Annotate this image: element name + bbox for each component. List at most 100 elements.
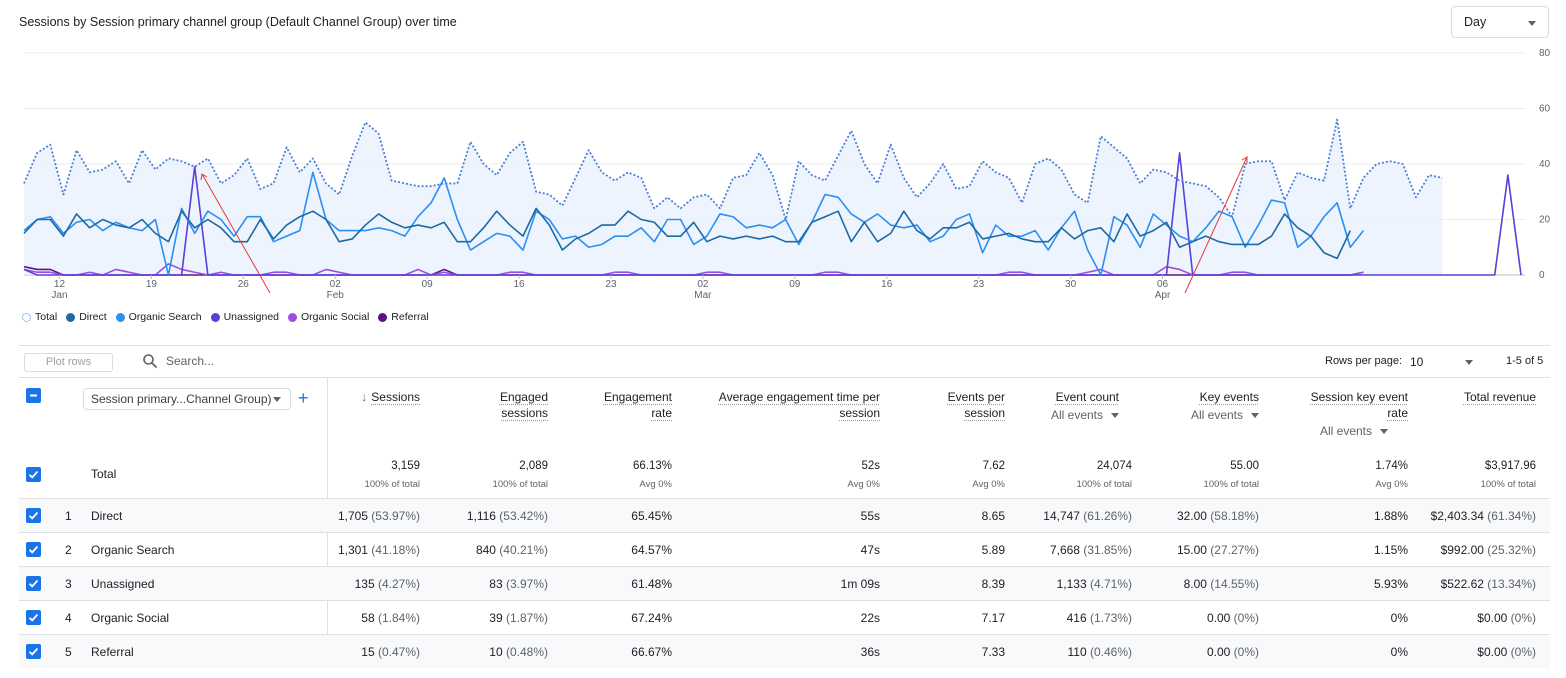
caret-down-icon <box>1111 412 1119 418</box>
granularity-value: Day <box>1464 15 1487 29</box>
legend-item-referral[interactable]: Referral <box>378 311 429 323</box>
header-key-events[interactable]: Key events All events <box>1190 390 1259 423</box>
legend-label: Total <box>35 311 58 323</box>
cell-keyevents: 0.00 (0%) <box>1206 611 1259 625</box>
cell-keyevents: 15.00 (27.27%) <box>1176 543 1259 557</box>
cell-engaged: 10 (0.48%) <box>489 645 548 659</box>
row-checkbox[interactable] <box>26 508 41 523</box>
table-row: 2 Organic Search 1,301 (41.18%) 840 (40.21%… <box>19 532 1550 566</box>
add-dimension-icon[interactable]: + <box>298 388 309 408</box>
legend-item-organic-search[interactable]: Organic Search <box>115 311 202 323</box>
x-tick-label: 09 <box>422 279 434 290</box>
cell-engrate: 67.24% <box>631 611 672 625</box>
cell-engaged: 83 (3.97%) <box>489 577 548 591</box>
series-lines <box>23 118 1522 276</box>
cell-eventcount: 1,133 (4.71%) <box>1056 577 1132 591</box>
legend-label: Organic Search <box>128 311 202 323</box>
header-sessions[interactable]: ↓ Sessions <box>361 390 420 404</box>
row-checkbox[interactable] <box>26 644 41 659</box>
legend-label: Unassigned <box>223 311 280 323</box>
cell-engrate: 61.48% <box>631 577 672 591</box>
x-tick-label: 09 <box>789 279 801 290</box>
total-avgtime-subtext: Avg 0% <box>847 479 880 490</box>
row-checkbox[interactable] <box>26 610 41 625</box>
check-icon <box>28 545 39 554</box>
cell-revenue: $2,403.34 (61.34%) <box>1430 509 1536 523</box>
key-event-rate-filter[interactable]: All events <box>1320 423 1388 439</box>
cell-revenue: $522.62 (13.34%) <box>1440 577 1536 591</box>
cell-sessions: 135 (4.27%) <box>354 577 420 591</box>
y-tick-label: 80 <box>1539 48 1551 59</box>
rows-per-page-value: 10 <box>1410 355 1424 369</box>
legend-item-organic-social[interactable]: Organic Social <box>288 311 369 323</box>
row-number: 4 <box>65 611 72 625</box>
check-icon <box>28 647 39 656</box>
total-checkbox[interactable] <box>26 467 41 482</box>
total-engrate-subtext: Avg 0% <box>639 479 672 490</box>
minus-icon <box>30 394 37 397</box>
header-engagement-rate[interactable]: Engagement rate <box>603 390 672 420</box>
total-revenue-value: $3,917.96 <box>1484 460 1536 472</box>
header-total-revenue[interactable]: Total revenue <box>1463 390 1536 404</box>
event-count-filter[interactable]: All events <box>1051 407 1119 423</box>
total-sessions-subtext: 100% of total <box>364 479 420 490</box>
check-icon <box>28 470 39 479</box>
select-all-checkbox[interactable] <box>26 388 41 403</box>
granularity-select[interactable]: Day <box>1451 6 1549 38</box>
data-table: Session primary...Channel Group) + ↓ Sess… <box>19 378 1550 668</box>
key-events-filter[interactable]: All events <box>1191 407 1259 423</box>
check-icon <box>28 511 39 520</box>
y-tick-label: 0 <box>1539 270 1545 281</box>
x-tick-month-label: Jan <box>51 290 67 301</box>
rows-per-page-label: Rows per page: <box>1325 355 1403 367</box>
check-icon <box>28 579 39 588</box>
total-keyevents-value: 55.00 <box>1230 460 1259 472</box>
annotation-arrow-left <box>201 173 271 294</box>
row-channel-name[interactable]: Direct <box>91 509 123 523</box>
row-channel-name[interactable]: Unassigned <box>91 577 155 591</box>
total-sessions-value: 3,159 <box>391 460 420 472</box>
header-engaged-sessions[interactable]: Engaged sessions <box>499 390 548 420</box>
total-area-fill <box>24 119 1443 275</box>
cell-keyevents: 32.00 (58.18%) <box>1176 509 1259 523</box>
cell-engaged: 1,116 (53.42%) <box>466 509 548 523</box>
legend-item-unassigned[interactable]: Unassigned <box>210 311 280 323</box>
table-row: 1 Direct 1,705 (53.97%) 1,116 (53.42%) 65.45… <box>19 498 1550 532</box>
row-checkbox[interactable] <box>26 576 41 591</box>
rows-per-page-select[interactable]: 10 <box>1410 355 1473 369</box>
header-session-key-event-rate[interactable]: Session key event rate All events <box>1310 390 1408 439</box>
legend-swatch <box>288 312 298 322</box>
x-tick-label: 02 <box>330 279 342 290</box>
cell-engrate: 64.57% <box>631 543 672 557</box>
legend-label: Organic Social <box>301 311 370 323</box>
annotation-arrow-left-head <box>200 173 208 181</box>
header-event-count[interactable]: Event count All events <box>1050 390 1119 423</box>
row-channel-name[interactable]: Organic Social <box>91 611 170 625</box>
series-line-unassigned <box>23 152 1522 276</box>
plot-rows-button[interactable]: Plot rows <box>24 353 113 372</box>
x-tick-label: 30 <box>1065 279 1077 290</box>
x-tick-label: 23 <box>605 279 617 290</box>
header-avg-engagement-time[interactable]: Average engagement time per session <box>718 390 880 420</box>
dimension-select[interactable]: Session primary...Channel Group) <box>83 388 291 410</box>
x-tick-month-label: Apr <box>1155 290 1171 301</box>
chart-legend: Total Direct Organic Search Unassigned Organ… <box>22 311 438 323</box>
y-tick-label: 40 <box>1539 159 1551 170</box>
annotation-arrow-right <box>1184 156 1248 294</box>
total-row-label: Total <box>91 467 117 481</box>
legend-item-total[interactable]: Total <box>22 311 57 323</box>
legend-item-direct[interactable]: Direct <box>66 311 107 323</box>
row-number: 1 <box>65 509 72 523</box>
annotation-arrows <box>200 156 1248 294</box>
total-engrate-value: 66.13% <box>632 460 672 472</box>
total-engaged-value: 2,089 <box>519 460 548 472</box>
row-checkbox[interactable] <box>26 542 41 557</box>
row-channel-name[interactable]: Organic Search <box>91 543 175 557</box>
header-events-per-session[interactable]: Events per session <box>947 390 1005 420</box>
search-box <box>142 353 466 369</box>
search-input[interactable] <box>166 354 466 368</box>
x-tick-label: 12 <box>54 279 66 290</box>
row-channel-name[interactable]: Referral <box>91 645 134 659</box>
x-tick-label: 16 <box>881 279 893 290</box>
